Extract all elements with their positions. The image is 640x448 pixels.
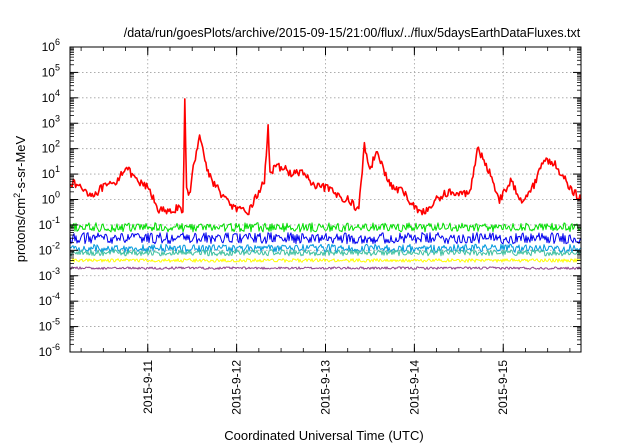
- y-tick-exponent: -1: [52, 215, 60, 225]
- y-axis-label-rest: -s-sr-MeV: [13, 135, 28, 192]
- y-tick-exponent: 2: [55, 139, 60, 149]
- y-tick-exponent: 5: [55, 62, 60, 72]
- y-tick-label: 10-6: [39, 342, 60, 359]
- y-axis-label: protons/cm2-s-sr-MeV: [12, 135, 28, 262]
- y-tick-exponent: 0: [55, 190, 60, 200]
- y-tick-base: 10: [42, 65, 56, 79]
- series-lines: [69, 98, 582, 270]
- y-tick-exponent: 3: [55, 113, 60, 123]
- series-line-5: [69, 249, 582, 257]
- y-tick-label: 10-5: [39, 317, 60, 334]
- y-tick-base: 10: [39, 345, 53, 359]
- y-tick-base: 10: [39, 294, 53, 308]
- y-tick-label: 106: [42, 37, 60, 54]
- x-tick-label: 2015-9-11: [141, 360, 155, 414]
- y-tick-label: 100: [42, 190, 60, 207]
- axis-ticks: [70, 46, 581, 353]
- y-tick-exponent: 1: [55, 164, 60, 174]
- y-tick-exponent: -4: [52, 291, 60, 301]
- y-tick-base: 10: [42, 142, 56, 156]
- series-line-7: [69, 266, 582, 270]
- y-tick-exponent: -3: [52, 266, 60, 276]
- y-tick-base: 10: [39, 218, 53, 232]
- y-tick-exponent: 4: [55, 88, 60, 98]
- x-tick-label: 2015-9-12: [230, 360, 244, 415]
- series-line-1: [69, 98, 582, 216]
- y-tick-exponent: -2: [52, 240, 60, 250]
- y-tick-base: 10: [42, 193, 56, 207]
- y-tick-exponent: -6: [52, 342, 60, 352]
- y-tick-base: 10: [42, 167, 56, 181]
- y-tick-label: 101: [42, 164, 60, 181]
- y-tick-label: 10-4: [39, 291, 60, 308]
- x-tick-label: 2015-9-13: [319, 360, 333, 415]
- x-tick-labels: 2015-9-11 2015-9-12 2015-9-13 2015-9-14 2015…: [141, 360, 510, 415]
- y-tick-exponent: -5: [52, 317, 60, 327]
- grid-lines: [70, 47, 581, 352]
- x-tick-label: 2015-9-14: [407, 360, 421, 415]
- y-tick-base: 10: [42, 40, 56, 54]
- chart-title: /data/run/goesPlots/archive/2015-09-15/2…: [124, 26, 581, 40]
- x-axis-label: Coordinated Universal Time (UTC): [224, 428, 423, 443]
- y-tick-base: 10: [39, 243, 53, 257]
- y-tick-label: 105: [42, 62, 60, 79]
- series-line-3: [69, 232, 582, 245]
- x-tick-label: 2015-9-15: [496, 360, 510, 415]
- y-axis-label-sup: 2: [12, 193, 22, 198]
- y-tick-base: 10: [42, 116, 56, 130]
- series-line-6: [69, 258, 582, 263]
- y-tick-base: 10: [39, 320, 53, 334]
- y-tick-label: 103: [42, 113, 60, 130]
- y-tick-label: 104: [42, 88, 60, 105]
- y-tick-label: 10-1: [39, 215, 60, 232]
- y-tick-label: 10-2: [39, 240, 60, 257]
- y-tick-label: 10-3: [39, 266, 60, 283]
- y-tick-base: 10: [39, 269, 53, 283]
- y-axis-label-base: protons/cm: [13, 198, 28, 262]
- series-line-2: [69, 222, 582, 233]
- y-tick-labels: 10-610-510-410-310-210-11001011021031041…: [39, 37, 60, 359]
- y-tick-exponent: 6: [55, 37, 60, 47]
- y-tick-label: 102: [42, 139, 60, 156]
- y-tick-base: 10: [42, 91, 56, 105]
